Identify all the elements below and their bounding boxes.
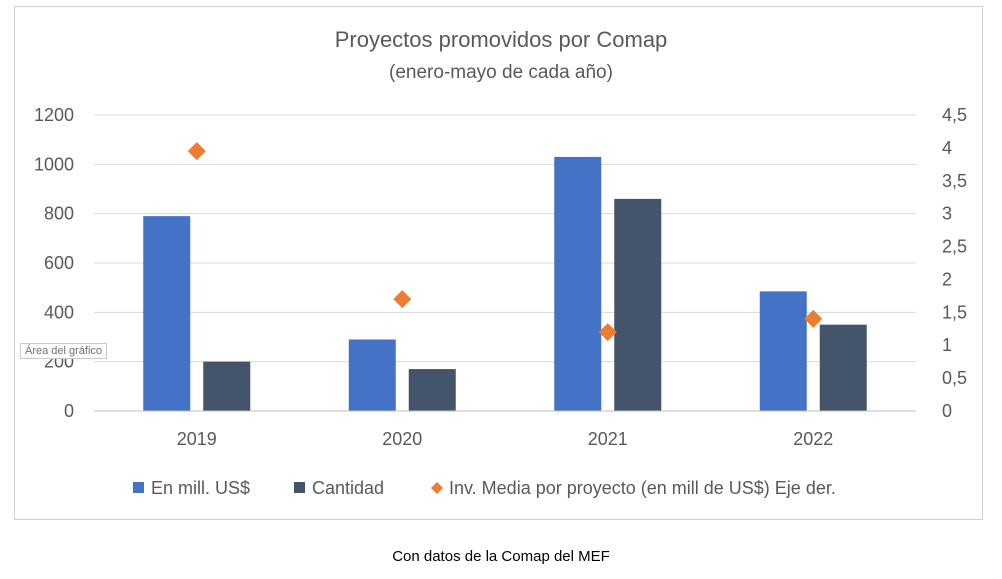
bar-monto-2020 bbox=[348, 339, 396, 411]
right-tick-label: 1,5 bbox=[942, 302, 967, 322]
legend-swatch-1 bbox=[294, 482, 305, 493]
bar-cantidad-2020 bbox=[408, 369, 456, 411]
source-note: Con datos de la Comap del MEF bbox=[392, 548, 610, 565]
right-tick-label: 3 bbox=[942, 204, 952, 224]
left-tick-label: 400 bbox=[44, 302, 74, 322]
x-axis-ticks: 2019 2020 2021 2022 bbox=[177, 429, 834, 449]
left-tick-label: 1000 bbox=[34, 154, 74, 174]
legend-label-0: En mill. US$ bbox=[151, 478, 250, 498]
right-tick-label: 4 bbox=[942, 138, 952, 158]
left-tick-label: 1200 bbox=[34, 105, 74, 125]
right-tick-label: 1 bbox=[942, 335, 952, 355]
x-tick-label: 2021 bbox=[588, 429, 628, 449]
right-axis-ticks: 0 0,5 1 1,5 2 2,5 3 3,5 4 4,5 bbox=[942, 105, 967, 421]
bar-monto-2021 bbox=[554, 156, 602, 411]
right-tick-label: 4,5 bbox=[942, 105, 967, 125]
bar-monto-2019 bbox=[143, 216, 191, 411]
bar-cantidad-2021 bbox=[614, 198, 662, 411]
marker-inv-media-2020 bbox=[393, 290, 412, 309]
markers bbox=[187, 142, 823, 342]
bar-cantidad-2019 bbox=[203, 361, 251, 411]
x-tick-label: 2020 bbox=[382, 429, 422, 449]
left-tick-label: 800 bbox=[44, 204, 74, 224]
right-tick-label: 0 bbox=[942, 401, 952, 421]
marker-inv-media-2019 bbox=[187, 142, 206, 161]
bars bbox=[143, 156, 867, 411]
chart-title: Proyectos promovidos por Comap bbox=[335, 27, 668, 52]
marker-inv-media-2022 bbox=[804, 309, 823, 328]
left-tick-label: 0 bbox=[64, 401, 74, 421]
marker-inv-media-2021 bbox=[598, 323, 617, 342]
legend-label-1: Cantidad bbox=[312, 478, 384, 498]
right-tick-label: 2 bbox=[942, 269, 952, 289]
chart-subtitle: (enero-mayo de cada año) bbox=[389, 62, 613, 83]
bar-monto-2022 bbox=[759, 291, 807, 411]
legend: En mill. US$ Cantidad Inv. Media por proye… bbox=[133, 478, 836, 498]
x-tick-label: 2022 bbox=[793, 429, 833, 449]
right-tick-label: 3,5 bbox=[942, 171, 967, 191]
legend-label-2: Inv. Media por proyecto (en mill de US$)… bbox=[449, 478, 836, 498]
legend-swatch-2 bbox=[431, 482, 443, 494]
legend-swatch-0 bbox=[133, 482, 144, 493]
left-tick-label: 600 bbox=[44, 253, 74, 273]
right-tick-label: 2,5 bbox=[942, 237, 967, 257]
right-tick-label: 0,5 bbox=[942, 368, 967, 388]
plot-area-tooltip: Área del gráfico bbox=[20, 343, 108, 359]
x-tick-label: 2019 bbox=[177, 429, 217, 449]
bar-cantidad-2022 bbox=[819, 324, 867, 411]
